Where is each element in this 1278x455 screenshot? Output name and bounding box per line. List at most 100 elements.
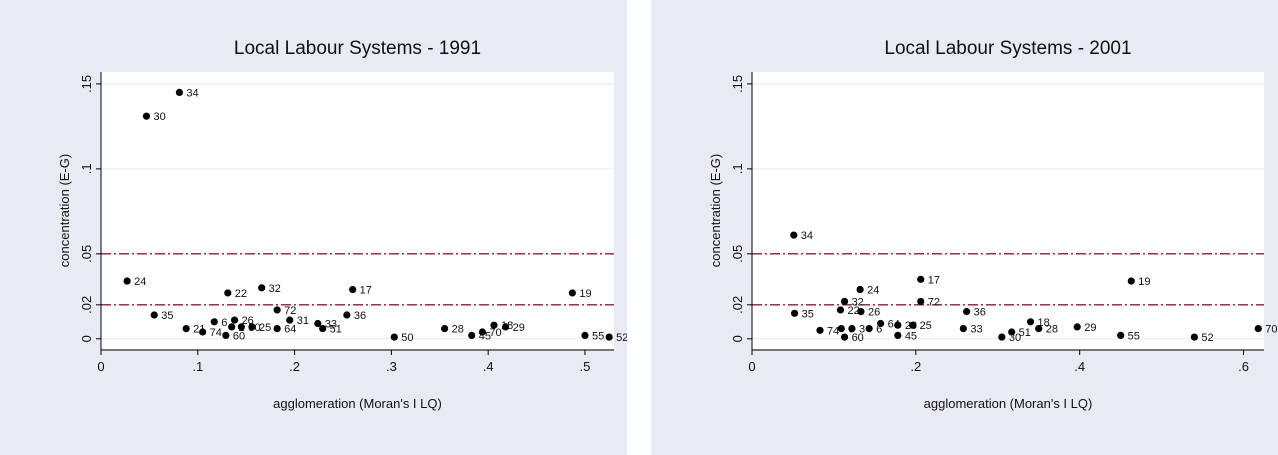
data-point-label: 26 <box>868 307 880 319</box>
data-point <box>877 319 885 328</box>
data-point <box>790 309 799 317</box>
data-point-label: 55 <box>592 330 604 342</box>
data-point <box>441 325 449 333</box>
data-point-label: 29 <box>513 322 525 334</box>
data-point <box>1190 333 1198 341</box>
data-point-label: 17 <box>928 274 940 286</box>
data-point-label: 51 <box>1019 327 1031 339</box>
data-point-label: 50 <box>401 332 413 344</box>
x-tick-label: 0 <box>97 359 104 374</box>
data-point <box>1035 325 1043 333</box>
data-point <box>581 331 589 340</box>
data-point-label: 64 <box>284 324 296 336</box>
data-point <box>182 325 190 333</box>
data-point-label: 32 <box>852 296 864 308</box>
data-point-label: 70 <box>489 327 501 339</box>
data-point-label: 22 <box>847 305 859 317</box>
data-point-label: 29 <box>1084 322 1096 334</box>
data-point <box>224 289 232 297</box>
y-tick-label: .02 <box>79 296 94 314</box>
data-point <box>210 318 218 326</box>
data-point <box>230 316 239 324</box>
data-point-label: 72 <box>284 305 296 317</box>
data-point-label: 24 <box>134 276 146 288</box>
plot-area <box>101 72 614 349</box>
data-point-label: 19 <box>579 288 591 300</box>
data-point <box>199 328 207 336</box>
data-point <box>1008 328 1016 336</box>
data-point <box>175 88 184 96</box>
x-tick-label: .6 <box>1238 359 1249 374</box>
data-point-label: 24 <box>867 285 879 297</box>
data-point-label: 28 <box>452 324 464 336</box>
x-tick-label: .1 <box>192 359 203 374</box>
x-tick-label: .2 <box>289 359 300 374</box>
data-point <box>857 308 865 316</box>
chart-panel-1991: Local Labour Systems - 1991 0.02.05.1.15 0… <box>0 0 627 455</box>
data-point <box>568 289 576 297</box>
data-point-label: 34 <box>801 230 813 242</box>
y-tick-label: .1 <box>79 163 94 174</box>
data-point-label: 6 <box>876 324 882 336</box>
data-point <box>894 331 902 340</box>
data-point-label: 74 <box>827 325 839 337</box>
data-point <box>273 325 281 333</box>
data-point <box>1117 331 1125 340</box>
data-point-label: 52 <box>616 332 627 344</box>
data-point <box>248 323 256 331</box>
data-point <box>478 328 486 336</box>
data-point-label: 52 <box>1201 332 1213 344</box>
y-tick-label: .15 <box>730 75 745 93</box>
data-point <box>790 231 798 239</box>
data-point-label: 36 <box>354 310 366 322</box>
data-point-label: 33 <box>325 319 337 331</box>
y-axis-title: concentration (E-G) <box>708 154 723 267</box>
data-point-label: 22 <box>235 288 247 300</box>
data-point-label: 33 <box>970 324 982 336</box>
data-point-label: 31 <box>297 315 309 327</box>
data-point <box>222 331 230 340</box>
data-point <box>490 321 498 329</box>
x-tick-label: .4 <box>1074 359 1085 374</box>
data-point-label: 55 <box>1128 330 1140 342</box>
data-point-label: 45 <box>905 330 917 342</box>
data-point <box>150 311 158 319</box>
x-tick-label: .5 <box>580 359 591 374</box>
data-point-label: 6 <box>221 317 227 329</box>
data-point <box>237 323 245 331</box>
data-point <box>468 331 476 340</box>
y-tick-label: .1 <box>730 163 745 174</box>
data-point-label: 51 <box>330 324 342 336</box>
x-axis-title: agglomeration (Moran's I LQ) <box>273 396 442 411</box>
data-point-label: 35 <box>161 310 173 322</box>
data-point-label: 72 <box>928 296 940 308</box>
data-point <box>501 323 510 331</box>
data-point <box>390 333 398 341</box>
data-point <box>840 333 849 341</box>
chart-panel-2001: Local Labour Systems - 2001 0 .02 .05 .1 .15 0… <box>651 0 1278 455</box>
data-point <box>142 112 151 120</box>
data-point <box>1026 318 1035 326</box>
data-point <box>314 319 322 328</box>
plot-area <box>752 72 1264 349</box>
data-point <box>286 316 294 324</box>
x-tick-label: .2 <box>910 359 921 374</box>
data-point-label: 36 <box>974 307 986 319</box>
data-point-label: 30 <box>153 111 165 123</box>
data-point <box>894 321 902 329</box>
data-point <box>319 325 327 333</box>
data-point <box>837 325 845 333</box>
data-point <box>228 323 236 331</box>
data-point <box>963 308 971 316</box>
data-point <box>343 311 351 319</box>
data-point <box>605 333 613 341</box>
data-point <box>836 306 845 314</box>
y-tick-label: 0 <box>730 335 745 342</box>
data-point <box>998 333 1006 341</box>
data-point-label: 34 <box>186 87 198 99</box>
data-point <box>840 297 849 306</box>
data-point <box>258 284 266 292</box>
y-tick-label: .15 <box>79 75 94 93</box>
data-point <box>1073 323 1081 331</box>
data-point-label: 2 <box>239 322 245 334</box>
